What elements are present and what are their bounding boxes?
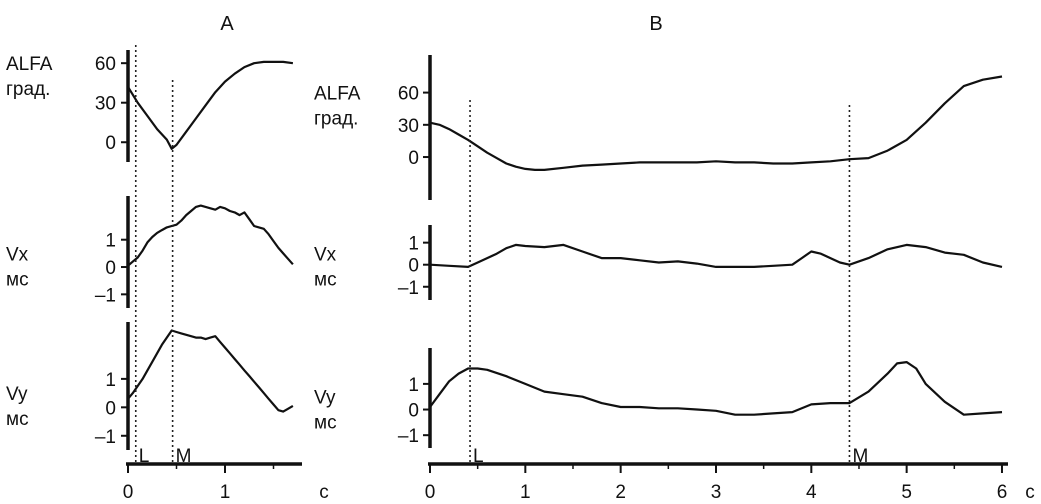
y-tick-label: 0 [408,401,419,422]
series-label: мс [314,270,337,291]
series-label: ALFA [6,54,53,75]
event-marker-label: L [139,446,150,467]
series-line [127,60,294,150]
y-tick-label: –1 [95,285,116,306]
series-label: Vx [6,244,29,265]
y-tick-label: 30 [398,116,419,137]
x-tick-label: 1 [520,482,531,503]
series-line [429,75,1003,171]
y-tick-label: 1 [408,234,419,255]
series-line [127,204,294,267]
y-tick-label: 0 [408,148,419,169]
series-label: Vy [6,384,28,405]
y-tick-label: 1 [105,231,116,252]
x-tick-label: 0 [425,482,436,503]
y-tick-label: 0 [105,398,116,419]
x-axis-label: c [319,482,329,503]
x-tick-label: 0 [123,482,134,503]
event-marker-label: M [852,446,868,467]
series-label: Vx [314,245,337,266]
y-tick-label: 0 [408,256,419,277]
x-tick-label: 3 [711,482,722,503]
series-line [429,361,1003,416]
y-tick-label: 60 [398,84,419,105]
x-axis-label: c [1025,482,1035,503]
panel-title: A [220,13,234,35]
y-tick-label: –1 [398,278,419,299]
x-tick-label: 2 [615,482,626,503]
x-tick-label: 4 [806,482,817,503]
y-tick-label: 0 [105,133,116,154]
series-line [127,329,294,413]
series-label: ALFA [314,84,361,105]
series-line [429,243,1003,268]
series-label: град. [6,79,50,100]
y-tick-label: –1 [398,426,419,447]
series-label: Vy [314,388,336,409]
y-tick-label: –1 [95,427,116,448]
x-tick-label: 6 [997,482,1008,503]
series-label: град. [314,109,358,130]
panel-title: B [649,13,662,35]
series-label: мс [6,269,29,290]
event-marker-label: M [176,446,192,467]
y-tick-label: 1 [408,375,419,396]
y-tick-label: 1 [105,370,116,391]
y-tick-label: 0 [105,258,116,279]
y-tick-label: 60 [95,54,116,75]
y-tick-label: 30 [95,94,116,115]
event-marker-label: L [473,446,484,467]
series-label: мс [314,413,337,434]
x-tick-label: 1 [220,482,231,503]
series-label: мс [6,409,29,430]
x-tick-label: 5 [901,482,912,503]
